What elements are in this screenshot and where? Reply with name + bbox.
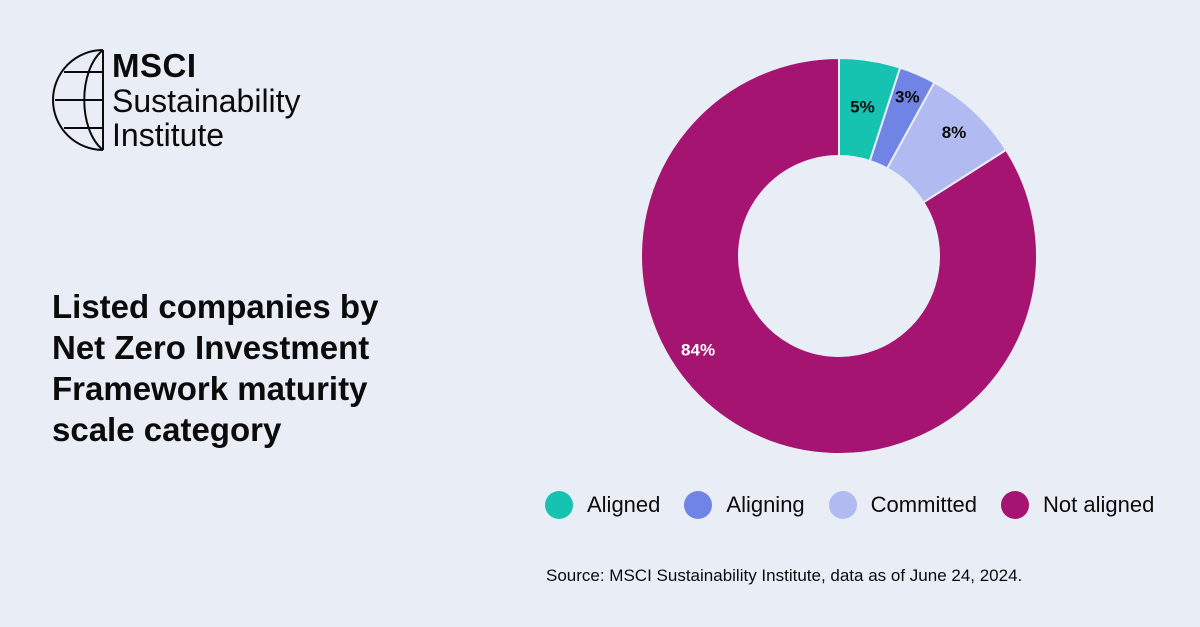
donut-chart: 5% 3% 8% 84% — [640, 56, 1038, 455]
slice-label-aligned: 5% — [850, 97, 875, 116]
title-line: Net Zero Investment — [52, 329, 370, 366]
legend-item-aligned: Aligned — [545, 491, 660, 519]
title-line: scale category — [52, 411, 282, 448]
legend-item-not-aligned: Not aligned — [1001, 491, 1154, 519]
legend-item-aligning: Aligning — [684, 491, 805, 519]
globe-icon — [52, 49, 104, 151]
slice-label-not-aligned: 84% — [681, 341, 715, 360]
chart-title: Listed companies by Net Zero Investment … — [52, 286, 452, 450]
logo: MSCI Sustainability Institute — [52, 46, 352, 152]
logo-line-1: Sustainability — [112, 83, 301, 119]
legend-swatch — [1001, 491, 1030, 519]
logo-brand: MSCI — [112, 47, 197, 84]
legend-label: Aligned — [587, 492, 661, 517]
slice-label-committed: 8% — [942, 123, 967, 142]
legend-item-committed: Committed — [828, 491, 978, 519]
legend-label: Committed — [870, 492, 978, 517]
title-line: Framework maturity — [52, 370, 368, 407]
logo-line-2: Institute — [112, 117, 225, 153]
legend-swatch — [828, 491, 857, 519]
legend-swatch — [684, 491, 713, 519]
donut-slice-not-aligned — [640, 56, 1038, 455]
legend: Aligned Aligning Committed Not aligned — [545, 491, 1154, 519]
legend-swatch — [545, 491, 573, 519]
legend-label: Not aligned — [1043, 492, 1155, 517]
slice-label-aligning: 3% — [895, 88, 920, 107]
legend-label: Aligning — [726, 492, 805, 517]
source-note: Source: MSCI Sustainability Institute, d… — [546, 566, 1023, 585]
title-line: Listed companies by — [52, 288, 379, 325]
